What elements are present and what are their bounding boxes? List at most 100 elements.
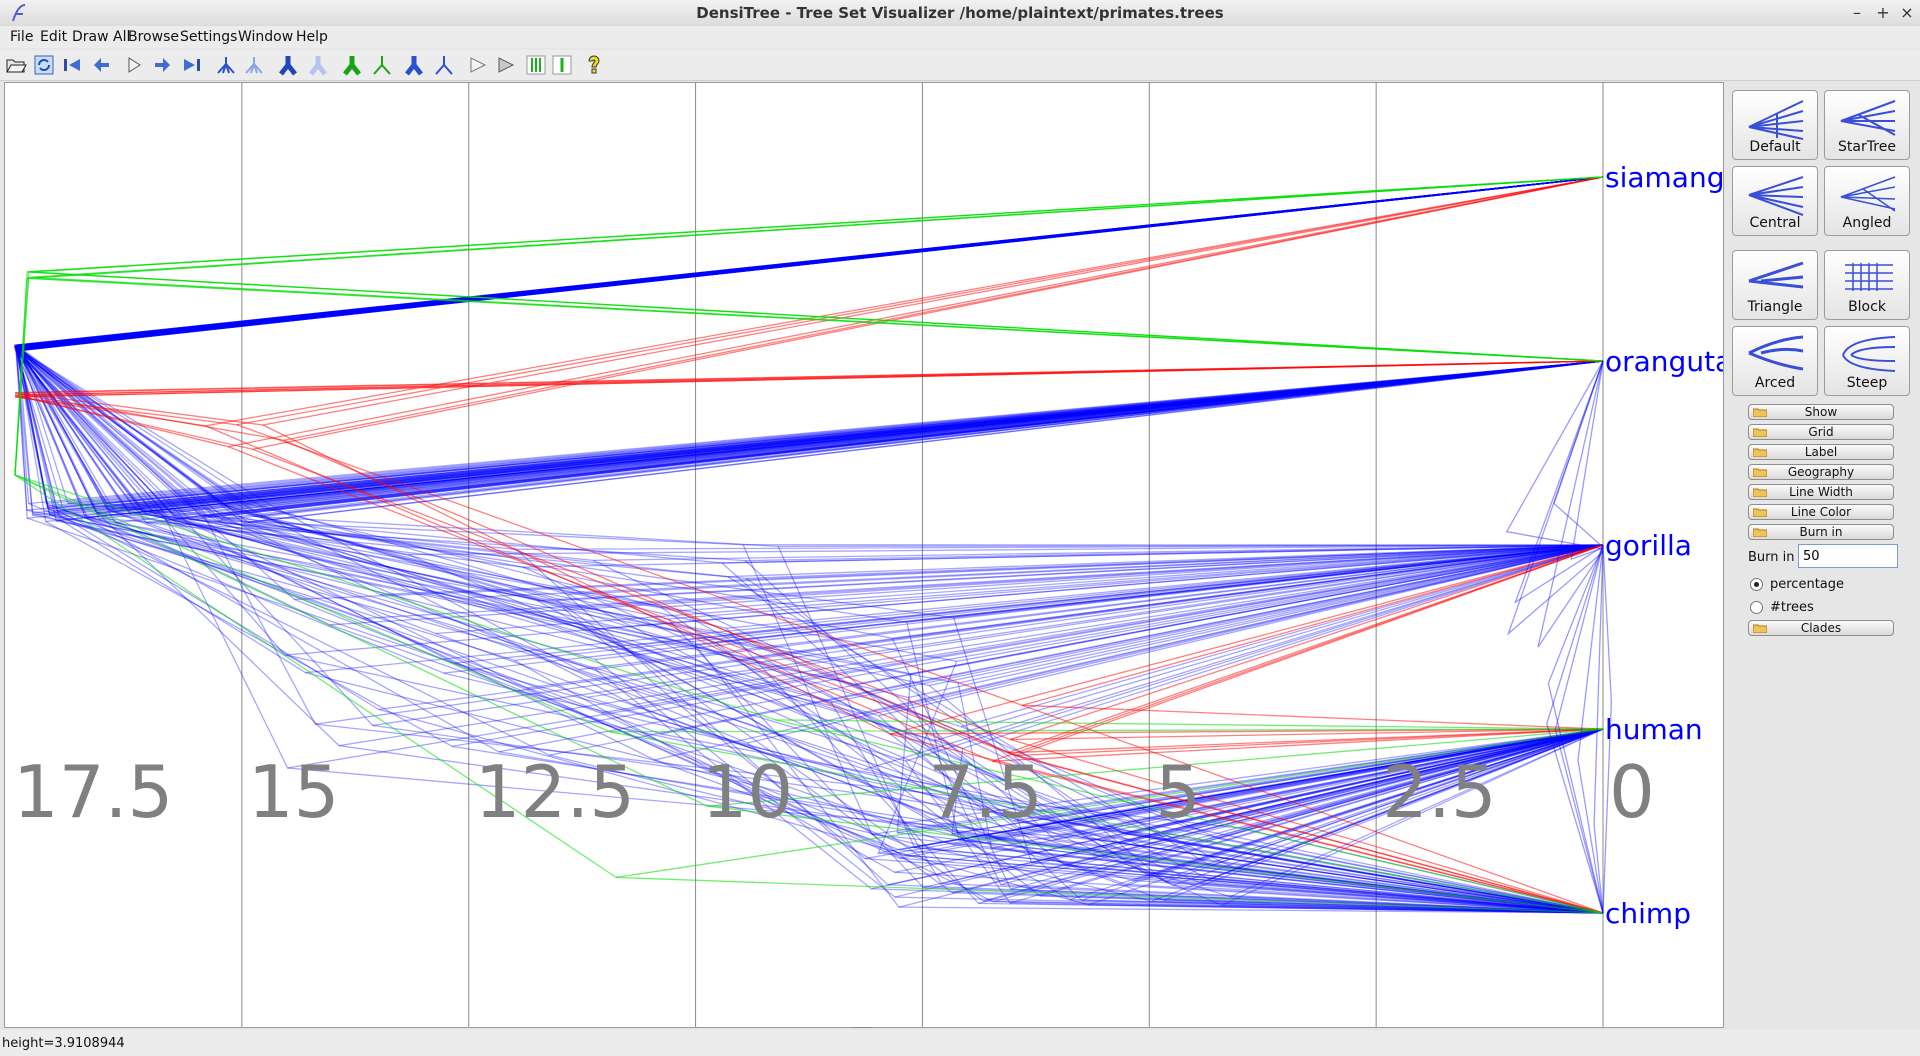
menu-settings[interactable]: Settings	[180, 29, 238, 45]
style-arced-button[interactable]: Arced	[1732, 326, 1818, 396]
folder-icon	[1753, 624, 1767, 633]
shape-central-button[interactable]: Central	[1732, 166, 1818, 236]
green-line-icon[interactable]	[550, 53, 574, 77]
menu-draw-all[interactable]: Draw All	[72, 29, 131, 45]
tree-light-blue-icon[interactable]	[242, 53, 266, 77]
next-tree-icon[interactable]	[150, 53, 174, 77]
tree-branch	[173, 514, 1604, 689]
tree-branch	[32, 514, 1604, 631]
section-line-width[interactable]: Line Width	[1748, 484, 1894, 500]
previous-tree-icon[interactable]	[90, 53, 114, 77]
tree-blue-icon[interactable]	[214, 53, 238, 77]
tree-branch	[17, 176, 1604, 517]
tree-branch	[379, 593, 1604, 827]
tree-green-outline-icon[interactable]	[370, 53, 394, 77]
reload-icon[interactable]	[32, 53, 56, 77]
section-grid[interactable]: Grid	[1748, 424, 1894, 440]
taxon-label-siamang: siamang	[1605, 161, 1723, 194]
tree-dark-blue-icon[interactable]	[276, 53, 300, 77]
tree-branch	[1070, 822, 1604, 914]
play-icon[interactable]	[122, 53, 146, 77]
style-block-button[interactable]: Block	[1824, 250, 1910, 320]
tree-branch	[911, 846, 1604, 914]
tree-canvas[interactable]: 17.5 15 12.5 10 7.5 5 2.5 0 siamang orangutan gori…	[4, 82, 1724, 1028]
tree-branch	[84, 514, 1604, 762]
tree-branch	[32, 512, 1604, 671]
tree-branch	[17, 176, 1604, 514]
style-arced-label: Arced	[1754, 375, 1796, 391]
section-burn-in[interactable]: Burn in	[1748, 524, 1894, 540]
tree-branch	[953, 617, 1604, 864]
tree-branch	[98, 517, 1604, 562]
densitree-plot[interactable]: 17.5 15 12.5 10 7.5 5 2.5 0 siamang orangutan gori…	[5, 83, 1723, 1027]
tree-pale-blue-icon[interactable]	[306, 53, 330, 77]
angled-tree-icon	[1840, 176, 1896, 212]
menu-browse[interactable]: Browse	[128, 29, 179, 45]
tree-branch	[568, 593, 1604, 822]
menu-edit[interactable]: Edit	[40, 29, 68, 45]
tree-branch	[408, 553, 1604, 907]
section-line-color[interactable]: Line Color	[1748, 504, 1894, 520]
open-folder-icon[interactable]	[4, 53, 28, 77]
shape-startree-button[interactable]: StarTree	[1824, 90, 1910, 160]
trees-radio[interactable]	[1750, 601, 1763, 614]
tree-branch	[898, 849, 1604, 914]
minimize-button[interactable]: –	[1853, 3, 1861, 22]
help-icon[interactable]	[582, 53, 606, 77]
triangle-gray-icon[interactable]	[494, 53, 518, 77]
tree-branch	[636, 644, 1604, 884]
tree-branch	[1537, 360, 1604, 648]
percentage-radio[interactable]	[1750, 578, 1763, 591]
tree-branch	[677, 610, 1604, 887]
tree-branch	[899, 857, 1604, 914]
triangle-flat-icon[interactable]	[466, 53, 490, 77]
taxa-labels: siamang orangutan gorilla human chimp	[1605, 161, 1723, 930]
shape-startree-label: StarTree	[1838, 139, 1896, 155]
green-bars-icon[interactable]	[524, 53, 548, 77]
tree-branch	[896, 673, 1604, 834]
tree-branch	[951, 728, 1604, 835]
close-button[interactable]: ×	[1900, 3, 1914, 22]
taxon-label-gorilla: gorilla	[1605, 529, 1692, 562]
tree-branch	[1218, 837, 1604, 914]
shape-angled-button[interactable]: Angled	[1824, 166, 1910, 236]
burn-in-input[interactable]	[1798, 544, 1898, 568]
tree-branch	[1570, 360, 1604, 561]
last-tree-icon[interactable]	[180, 53, 204, 77]
tree-branch	[13, 176, 1604, 505]
section-show[interactable]: Show	[1748, 404, 1894, 420]
folder-icon	[1753, 448, 1767, 457]
tree-branch	[106, 508, 1604, 771]
section-clades[interactable]: Clades	[1748, 620, 1894, 636]
menu-file[interactable]: File	[10, 29, 34, 45]
tree-branch	[1184, 825, 1604, 914]
first-tree-icon[interactable]	[60, 53, 84, 77]
tree-branch	[97, 512, 1604, 626]
tree-branch	[978, 902, 1604, 914]
maximize-button[interactable]: +	[1876, 3, 1890, 22]
shape-default-button[interactable]: Default	[1732, 90, 1818, 160]
menu-help[interactable]: Help	[296, 29, 328, 45]
tree-branch	[16, 176, 1604, 522]
style-steep-button[interactable]: Steep	[1824, 326, 1910, 396]
tree-green-icon[interactable]	[340, 53, 364, 77]
control-panel: Default StarTree Central Angled Triangle…	[1726, 82, 1920, 1026]
tree-branch	[1151, 900, 1604, 914]
tree-blue-outline-icon[interactable]	[432, 53, 456, 77]
tree-branch	[13, 176, 1604, 517]
tree-branch	[219, 519, 1604, 546]
tree-branch	[1122, 832, 1604, 914]
section-geography[interactable]: Geography	[1748, 464, 1894, 480]
tree-branch	[435, 632, 1604, 886]
tree-branch	[159, 507, 1604, 769]
style-triangle-button[interactable]: Triangle	[1732, 250, 1818, 320]
tree-blue-root-icon[interactable]	[402, 53, 426, 77]
tree-branch	[871, 833, 1604, 914]
tree-branch	[1013, 820, 1604, 914]
tree-branch	[17, 176, 1604, 517]
tree-branch	[201, 515, 1604, 619]
section-label[interactable]: Label	[1748, 444, 1894, 460]
axis-tick-label: 5	[1155, 750, 1201, 834]
tree-branch	[170, 512, 1604, 556]
menu-window[interactable]: Window	[238, 29, 294, 45]
